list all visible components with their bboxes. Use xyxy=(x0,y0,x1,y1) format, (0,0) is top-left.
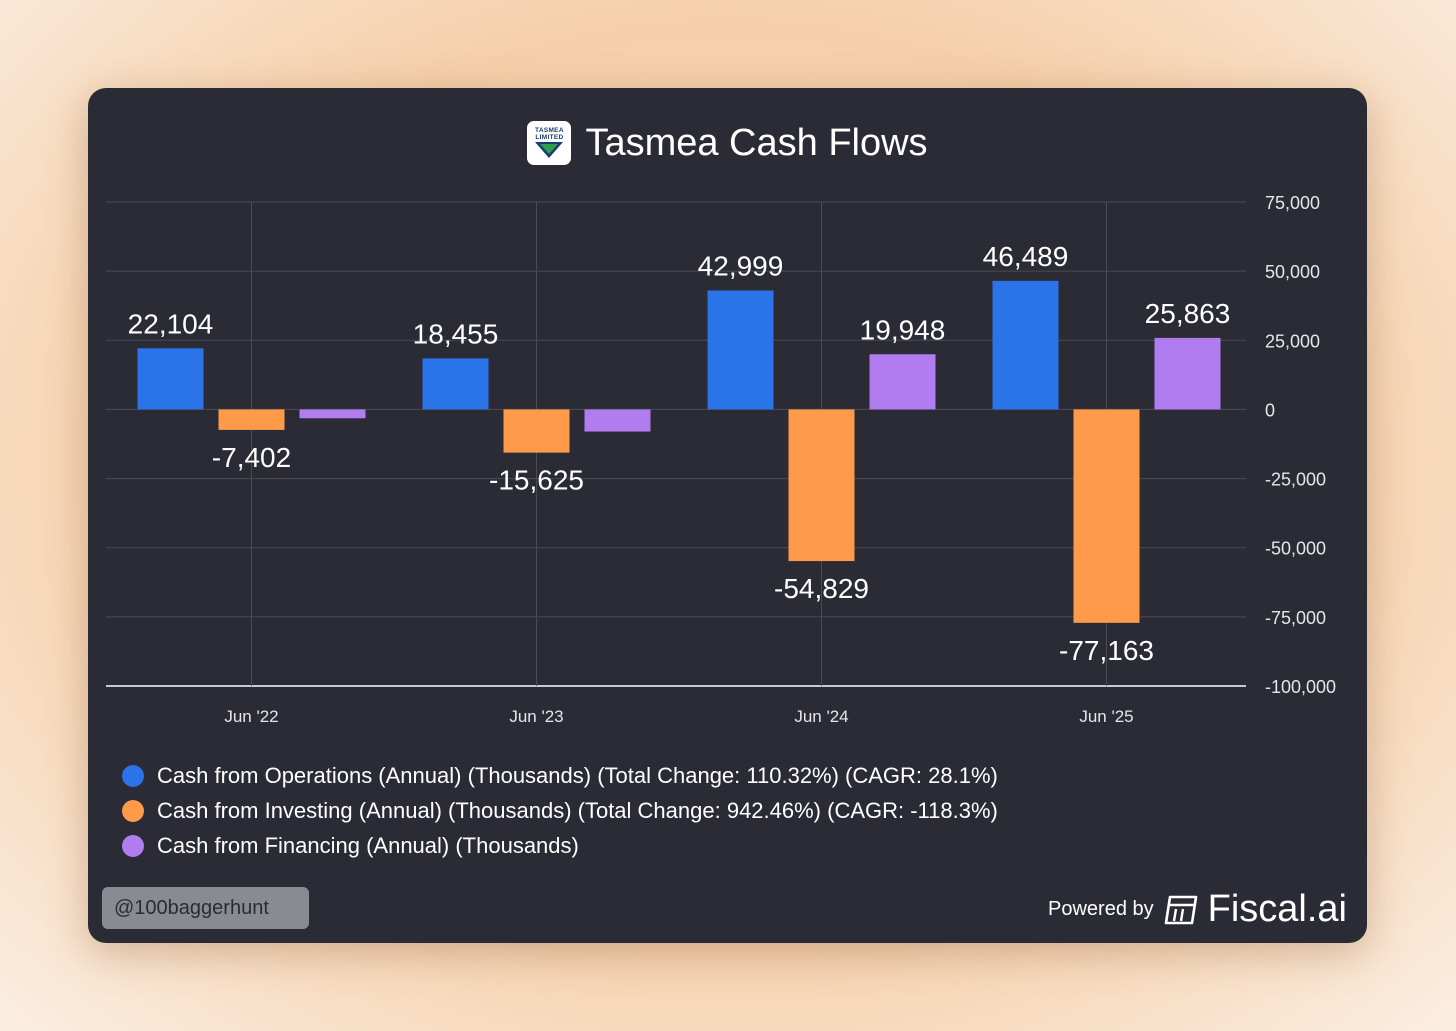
data-label: 42,999 xyxy=(698,251,784,282)
fiscal-brand: Fiscal.ai xyxy=(1207,888,1347,930)
bar-operations xyxy=(992,280,1059,410)
logo-chevron-icon xyxy=(535,142,564,158)
data-label: -54,829 xyxy=(774,573,869,604)
tasmea-logo: TASMEA LIMITED xyxy=(527,121,572,165)
bar-investing xyxy=(218,409,285,430)
x-tick-label: Jun '22 xyxy=(224,707,278,726)
legend-label-investing: Cash from Investing (Annual) (Thousands)… xyxy=(157,797,998,823)
data-label: 18,455 xyxy=(413,318,499,349)
data-label: -77,163 xyxy=(1059,635,1154,666)
bar-investing xyxy=(1073,409,1140,623)
x-tick-label: Jun '25 xyxy=(1079,707,1133,726)
bar-investing xyxy=(503,409,570,453)
data-label: -15,625 xyxy=(489,465,584,496)
fiscal-logo-icon xyxy=(1164,895,1197,924)
y-tick-label: -50,000 xyxy=(1265,539,1326,559)
y-tick-label: 0 xyxy=(1265,400,1275,420)
bar-financing xyxy=(869,354,936,410)
data-label: 46,489 xyxy=(983,241,1069,272)
legend-swatch-investing xyxy=(122,799,144,822)
y-tick-label: 25,000 xyxy=(1265,331,1320,351)
y-tick-label: -25,000 xyxy=(1265,470,1326,490)
bar-financing xyxy=(584,409,651,432)
x-tick-label: Jun '23 xyxy=(509,707,563,726)
legend: Cash from Operations (Annual) (Thousands… xyxy=(122,758,998,863)
legend-item-operations[interactable]: Cash from Operations (Annual) (Thousands… xyxy=(122,758,998,793)
chart-card: TASMEA LIMITED Tasmea Cash Flows 75,000 5… xyxy=(88,88,1367,943)
legend-item-investing[interactable]: Cash from Investing (Annual) (Thousands)… xyxy=(122,793,998,828)
bar-operations xyxy=(137,348,204,410)
bar-financing xyxy=(1154,337,1221,410)
legend-swatch-financing xyxy=(122,834,144,857)
y-tick-label: 50,000 xyxy=(1265,262,1320,282)
y-tick-label: -75,000 xyxy=(1265,608,1326,628)
legend-label-operations: Cash from Operations (Annual) (Thousands… xyxy=(157,762,998,788)
data-label: -7,402 xyxy=(212,442,291,473)
y-tick-label: -100,000 xyxy=(1265,677,1336,697)
data-label: 25,863 xyxy=(1145,298,1231,329)
legend-swatch-operations xyxy=(122,764,144,787)
chart-title: Tasmea Cash Flows xyxy=(585,121,928,164)
x-tick-label: Jun '24 xyxy=(794,707,848,726)
watermark-handle: @100baggerhunt xyxy=(102,887,309,929)
legend-label-financing: Cash from Financing (Annual) (Thousands) xyxy=(157,832,579,858)
data-label: 19,948 xyxy=(860,314,946,345)
logo-text-line2: LIMITED xyxy=(535,134,564,141)
logo-text-line1: TASMEA xyxy=(535,127,564,134)
bar-financing xyxy=(299,409,366,419)
bar-operations xyxy=(422,358,489,410)
y-tick-label: 75,000 xyxy=(1265,193,1320,213)
powered-by-text: Powered by xyxy=(1048,898,1154,920)
chart-plot: 75,000 50,000 25,000 0 -25,000 -50,000 -75,000… xyxy=(106,193,1336,726)
bar-investing xyxy=(788,409,855,562)
data-label: 22,104 xyxy=(128,308,214,339)
bar-operations xyxy=(707,290,774,410)
legend-item-financing[interactable]: Cash from Financing (Annual) (Thousands) xyxy=(122,828,998,863)
powered-by[interactable]: Powered by Fiscal.ai xyxy=(1048,888,1347,931)
title-row: TASMEA LIMITED Tasmea Cash Flows xyxy=(88,118,1367,168)
